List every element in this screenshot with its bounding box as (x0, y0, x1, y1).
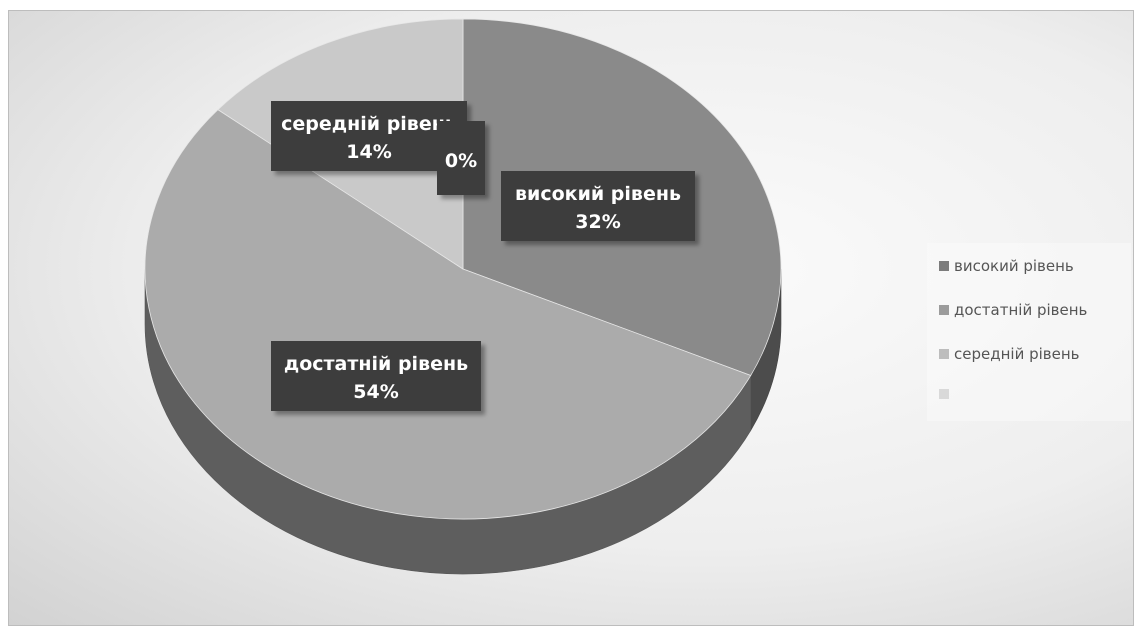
data-label-0%: 0% (437, 121, 485, 195)
data-label-box (437, 121, 485, 195)
legend-item-sufficient: достатній рівень (939, 301, 1087, 319)
data-label-percent: 32% (575, 211, 620, 233)
legend-label-high: високий рівень (954, 257, 1074, 275)
pie-chart: високий рівень 32% достатній рівень 54% сере… (144, 18, 782, 575)
legend-swatch-high (939, 261, 949, 271)
legend-swatch-medium (939, 349, 949, 359)
legend-item-medium: середній рівень (939, 345, 1080, 363)
legend-item-high: високий рівень (939, 257, 1074, 275)
legend-label-medium: середній рівень (954, 345, 1080, 363)
legend-label-sufficient: достатній рівень (954, 301, 1088, 319)
data-label-box (271, 101, 467, 171)
legend-item-empty (939, 389, 954, 399)
pie-slice-достатній-рівень (144, 109, 752, 520)
data-label-name: високий рівень (515, 183, 681, 205)
data-label-percent: 14% (346, 141, 391, 163)
legend: високий рівень достатній рівень середній… (927, 243, 1131, 421)
data-label-percent: 54% (353, 381, 398, 403)
data-label-box (501, 171, 695, 241)
data-label-name: середній рівень (281, 113, 457, 135)
legend-swatch-sufficient (939, 305, 949, 315)
data-label-високий-рівень: високий рівень 32% (501, 171, 695, 241)
data-label-достатній-рівень: достатній рівень 54% (271, 341, 481, 411)
data-label-name: достатній рівень (284, 353, 468, 375)
data-label-percent: 0% (445, 150, 477, 172)
data-label-середній-рівень: середній рівень 14% (271, 101, 467, 171)
data-label-box (271, 341, 481, 411)
chart-area: високий рівень 32% достатній рівень 54% сере… (8, 10, 1134, 626)
legend-swatch-empty (939, 389, 949, 399)
